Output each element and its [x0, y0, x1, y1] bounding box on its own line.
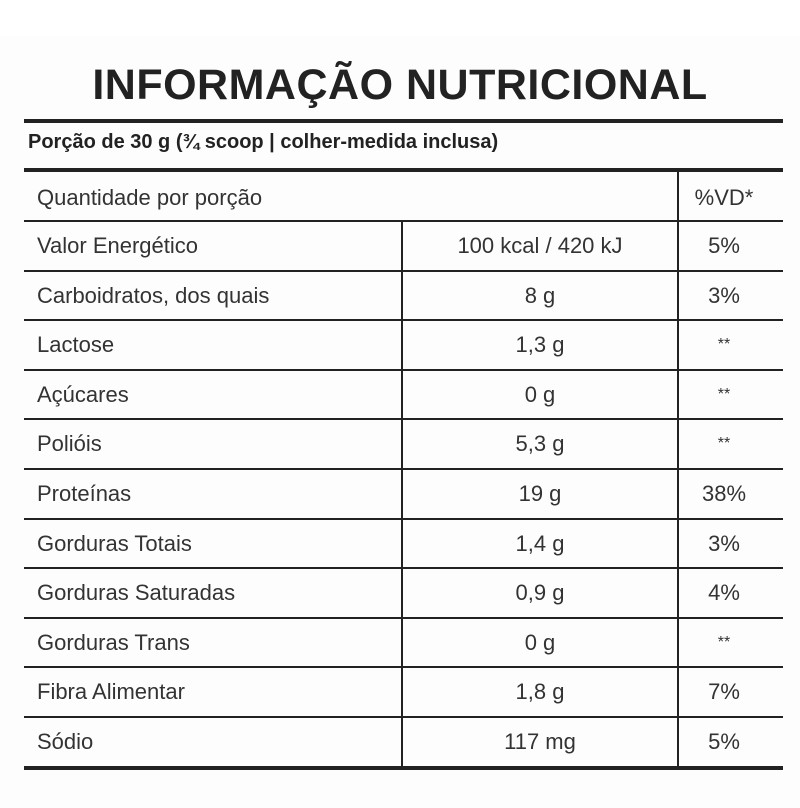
row-divider [24, 567, 783, 569]
nutrient-name: Valor Energético [37, 233, 199, 258]
nutrient-name: Gorduras Trans [37, 630, 190, 655]
nutrient-amount: 1,3 g [515, 332, 565, 357]
row-divider [24, 666, 783, 668]
nutrient-amount: 8 g [524, 283, 556, 308]
row-divider [24, 716, 783, 718]
nutrient-amount: 0 g [524, 630, 556, 655]
nutrient-daily-value: 4% [708, 580, 740, 605]
nutrient-daily-value: ** [717, 336, 731, 353]
row-divider [24, 319, 783, 321]
row-divider [24, 418, 783, 420]
nutrient-daily-value: ** [717, 435, 731, 452]
title-divider [24, 119, 783, 123]
row-divider [24, 617, 783, 619]
row-divider [24, 270, 783, 272]
row-divider [24, 468, 783, 470]
nutrient-daily-value: 3% [708, 283, 740, 308]
nutrient-name: Lactose [37, 332, 115, 357]
nutrient-name: Polióis [37, 431, 102, 456]
header-quantity-label: Quantidade por porção [37, 185, 263, 210]
nutrient-amount: 100 kcal / 420 kJ [457, 233, 623, 258]
nutrient-name: Gorduras Totais [37, 531, 192, 556]
nutrient-name: Carboidratos, dos quais [37, 283, 270, 308]
nutrient-daily-value: ** [717, 634, 731, 651]
column-divider-amount [401, 221, 403, 766]
row-divider [24, 220, 783, 222]
bottom-divider [24, 766, 783, 770]
nutrient-amount: 5,3 g [515, 431, 565, 456]
nutrient-amount: 117 mg [504, 729, 576, 754]
nutrient-amount: 0,9 g [515, 580, 565, 605]
header-divider [24, 168, 783, 172]
nutrient-daily-value: 3% [708, 531, 740, 556]
nutrient-amount: 1,4 g [515, 531, 565, 556]
nutrient-daily-value: 38% [701, 481, 747, 506]
column-divider-dv [677, 172, 679, 766]
nutrient-daily-value: 5% [708, 729, 740, 754]
nutrient-daily-value: 5% [708, 233, 740, 258]
nutrient-name: Açúcares [37, 382, 129, 407]
nutrient-name: Proteínas [37, 481, 132, 506]
nutrient-amount: 0 g [524, 382, 556, 407]
nutrient-amount: 19 g [518, 481, 562, 506]
page-title: INFORMAÇÃO NUTRICIONAL [92, 61, 708, 109]
nutrient-daily-value: 7% [708, 679, 740, 704]
nutrient-name: Sódio [37, 729, 94, 754]
nutrient-daily-value: ** [717, 386, 731, 403]
label-background [0, 36, 800, 808]
header-dv-label: %VD* [694, 185, 754, 210]
row-divider [24, 518, 783, 520]
nutrient-name: Gorduras Saturadas [37, 580, 236, 605]
nutrient-amount: 1,8 g [515, 679, 565, 704]
row-divider [24, 369, 783, 371]
portion-size: Porção de 30 g (¾ scoop | colher-medida … [28, 131, 499, 153]
nutrient-name: Fibra Alimentar [37, 679, 185, 704]
